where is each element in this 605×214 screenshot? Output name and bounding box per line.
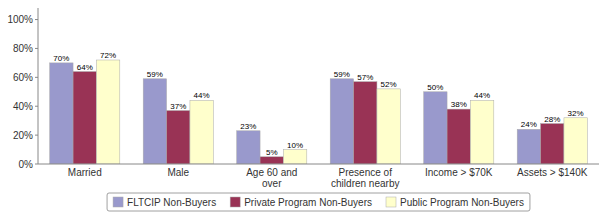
bar [260, 157, 283, 164]
y-tick [35, 77, 38, 78]
data-label: 59% [334, 70, 350, 79]
x-tick-label: Presence ofchildren nearby [331, 167, 399, 189]
bar [377, 89, 400, 164]
legend-item: Private Program Non-Buyers [230, 197, 372, 208]
y-tick [35, 135, 38, 136]
bar [447, 109, 470, 164]
bar [541, 124, 564, 164]
data-label: 38% [451, 100, 467, 109]
bar [167, 111, 190, 164]
bar [354, 82, 377, 164]
y-axis: 0% 20% 40% 60% 80% 100% [7, 14, 38, 169]
data-label: 52% [381, 80, 397, 89]
data-label: 23% [240, 122, 256, 131]
data-label: 44% [474, 91, 490, 100]
x-axis-line [38, 164, 599, 165]
data-label: 24% [521, 120, 537, 129]
legend-swatch [230, 197, 240, 207]
bars [50, 60, 588, 164]
legend-swatch [113, 197, 123, 207]
bar [190, 100, 213, 164]
y-tick-label: 100% [7, 14, 33, 25]
y-axis-line [38, 8, 39, 164]
legend: FLTCIP Non-Buyers Private Program Non-Buy… [107, 193, 530, 211]
data-label: 28% [544, 115, 560, 124]
x-tick-label: Income > $70K [425, 167, 493, 178]
bar [50, 63, 73, 164]
bar [237, 131, 260, 164]
y-tick [35, 164, 38, 165]
data-label: 72% [100, 51, 116, 60]
bar [330, 79, 353, 164]
bar [96, 60, 119, 164]
legend-item: Public Program Non-Buyers [386, 197, 524, 208]
data-label: 59% [147, 70, 163, 79]
chart: 0% 20% 40% 60% 80% 100% 70% 59% 23% 59% 50% 24% 64% 3… [0, 0, 605, 214]
legend-label: Private Program Non-Buyers [244, 197, 372, 208]
x-tick-label: Assets > $140K [517, 167, 588, 178]
y-tick [35, 106, 38, 107]
data-label: 57% [357, 73, 373, 82]
bar [143, 79, 166, 164]
x-tick-label: Male [167, 167, 189, 178]
y-tick-label: 20% [13, 130, 33, 141]
data-label: 37% [170, 102, 186, 111]
legend-item: FLTCIP Non-Buyers [113, 197, 216, 208]
legend-label: FLTCIP Non-Buyers [127, 197, 216, 208]
y-tick [35, 48, 38, 49]
x-tick-label: Married [68, 167, 102, 178]
legend-swatch [386, 197, 396, 207]
legend-frame [107, 193, 530, 211]
data-label: 32% [568, 109, 584, 118]
legend-label: Public Program Non-Buyers [400, 197, 524, 208]
y-tick-label: 60% [13, 72, 33, 83]
x-tick-label: Age 60 andover [246, 167, 297, 189]
bar [564, 118, 587, 164]
y-tick-label: 0% [19, 159, 34, 170]
bar [517, 129, 540, 164]
data-label: 10% [287, 141, 303, 150]
data-label: 70% [53, 54, 69, 63]
data-label: 5% [266, 148, 278, 157]
bar [470, 100, 493, 164]
data-label: 50% [427, 83, 443, 92]
bar [73, 72, 96, 164]
data-label: 64% [77, 63, 93, 72]
y-tick-label: 40% [13, 101, 33, 112]
y-tick [35, 19, 38, 20]
bar [424, 92, 447, 164]
data-labels: 70% 59% 23% 59% 50% 24% 64% 37% 5% 57% 38% 28% 72% 44… [53, 51, 583, 157]
y-tick-label: 80% [13, 43, 33, 54]
data-label: 44% [194, 91, 210, 100]
x-axis: Married Male Age 60 andover Presence ofchil… [68, 167, 588, 189]
bar [283, 150, 306, 164]
